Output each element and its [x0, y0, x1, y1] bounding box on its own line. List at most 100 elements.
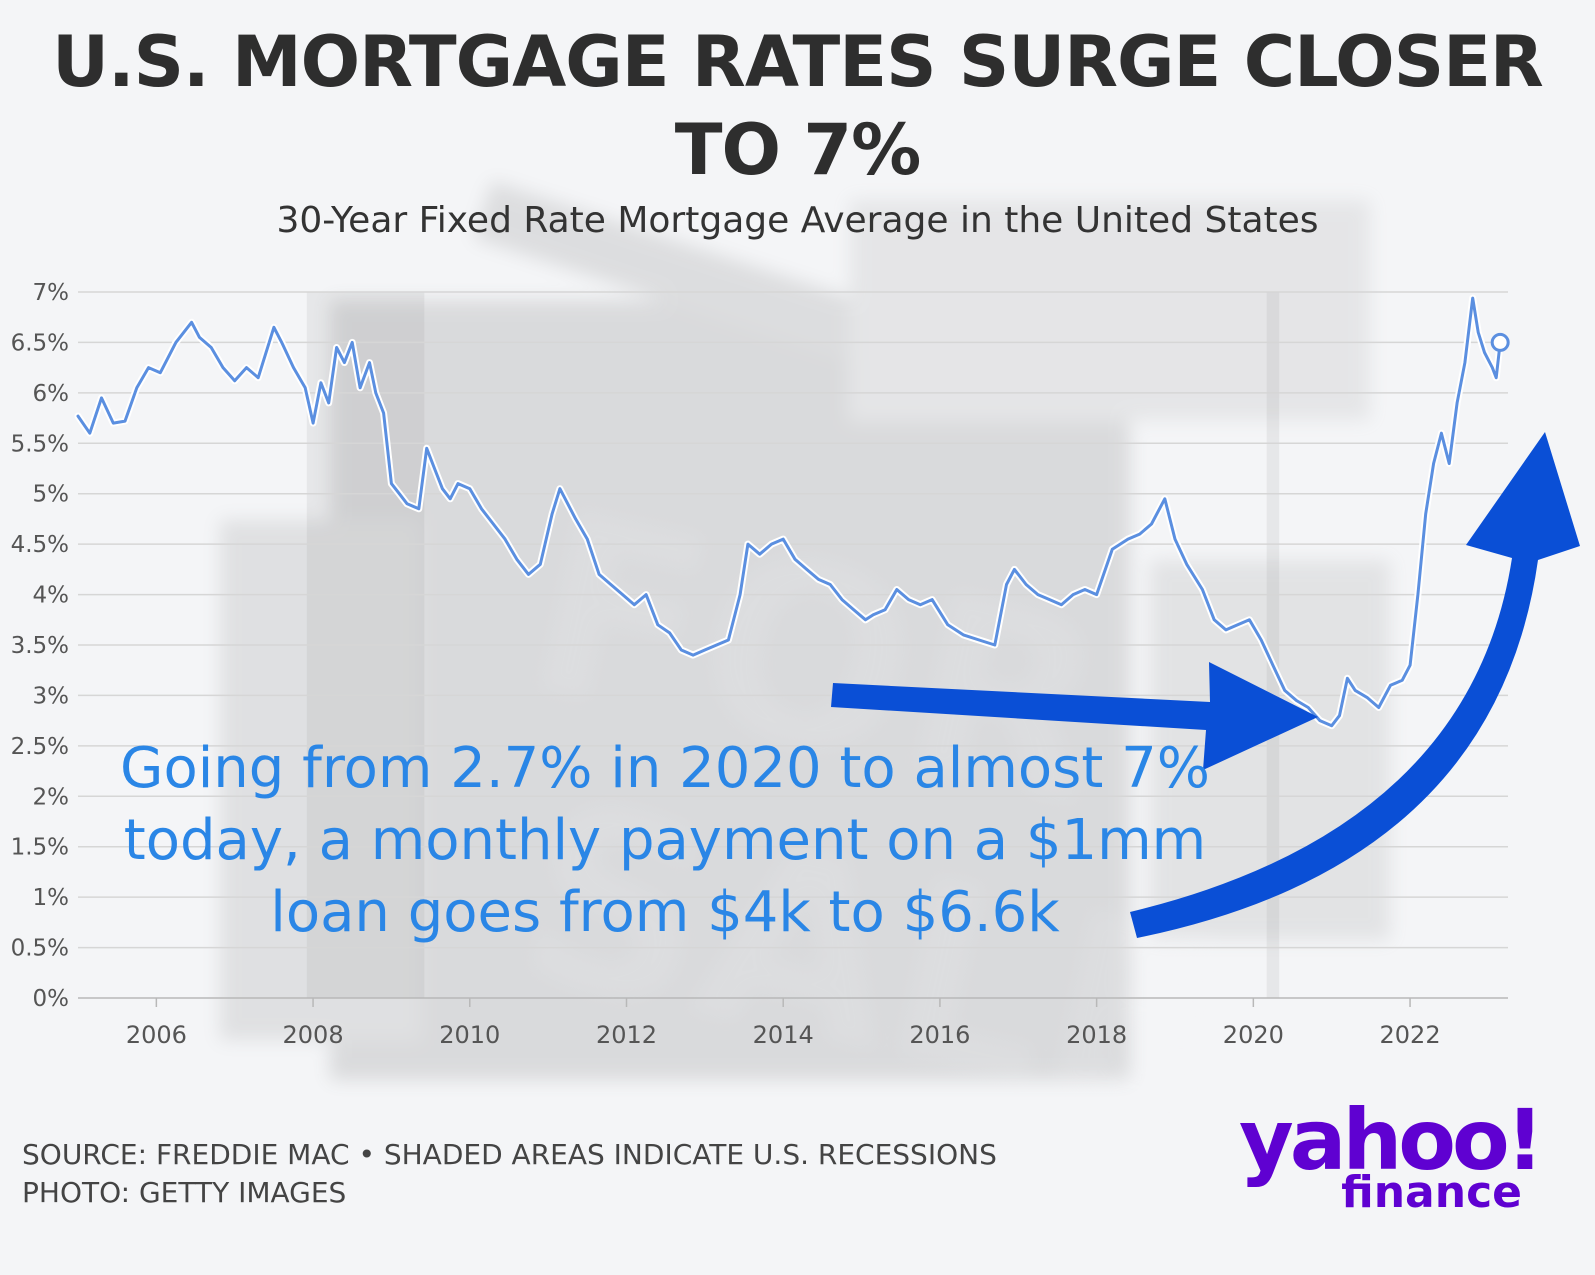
data-point: [280, 341, 283, 344]
y-tick-label: 2.5%: [11, 734, 69, 760]
yahoo-finance-logo: yahoo! finance: [1239, 1091, 1570, 1228]
data-point: [515, 558, 518, 561]
data-point: [1163, 497, 1167, 500]
x-tick-label: 2008: [283, 1021, 344, 1049]
data-point: [727, 638, 730, 642]
data-point: [1477, 331, 1480, 334]
data-point: [210, 346, 213, 349]
data-point: [1095, 593, 1098, 596]
data-point: [304, 386, 307, 390]
y-tick-label: 6.5%: [11, 330, 69, 356]
data-point: [1224, 628, 1228, 632]
y-tick-label: 7%: [33, 280, 70, 306]
data-point: [374, 391, 377, 395]
data-point: [1111, 547, 1114, 551]
data-point: [895, 588, 899, 591]
arrows: [831, 432, 1580, 938]
data-point: [864, 618, 867, 621]
data-point: [1365, 696, 1369, 699]
x-tick-label: 2018: [1066, 1021, 1127, 1049]
data-point: [758, 553, 761, 556]
data-point: [656, 623, 660, 627]
y-tick-label: 3.5%: [11, 633, 69, 659]
data-point: [946, 623, 949, 627]
data-point: [1201, 588, 1204, 591]
data-point: [539, 563, 542, 566]
data-point: [1236, 623, 1239, 627]
data-point: [245, 366, 248, 369]
data-point: [221, 366, 225, 369]
data-point: [272, 326, 276, 329]
y-tick-label: 0%: [33, 986, 70, 1012]
data-point: [190, 321, 193, 324]
data-point: [883, 608, 887, 611]
data-point: [1455, 401, 1459, 405]
data-point: [382, 411, 385, 415]
data-point: [417, 507, 421, 511]
data-point: [88, 432, 91, 435]
data-point: [1283, 689, 1286, 692]
data-point: [703, 648, 707, 652]
data-point: [1424, 512, 1427, 516]
data-point: [1138, 532, 1141, 536]
data-point: [586, 537, 589, 541]
data-point: [558, 487, 562, 490]
data-point: [503, 537, 507, 541]
data-point: [1248, 618, 1251, 621]
data-point: [738, 593, 742, 596]
data-point: [793, 558, 797, 561]
data-point: [368, 361, 371, 364]
annotation-line-1: Going from 2.7% in 2020 to almost 7%: [120, 736, 1210, 801]
logo-subtext: finance: [1341, 1167, 1522, 1218]
straight-arrow-icon: [831, 662, 1318, 770]
data-point: [398, 492, 401, 495]
data-point: [597, 573, 601, 576]
annotation-line-2: today, a monthly payment on a $1mm: [123, 808, 1207, 873]
data-point: [1338, 714, 1341, 717]
data-point: [907, 598, 910, 601]
data-point: [1185, 563, 1188, 566]
data-point: [343, 361, 346, 364]
data-point: [1330, 724, 1333, 727]
data-point: [1013, 568, 1016, 571]
data-point: [1295, 699, 1298, 702]
data-point: [1083, 588, 1087, 591]
y-tick-label: 4.5%: [11, 532, 69, 558]
data-point: [480, 507, 483, 511]
data-point: [527, 573, 530, 576]
data-point: [468, 487, 471, 490]
data-point: [746, 542, 750, 546]
page-title: U.S. MORTGAGE RATES SURGE CLOSER TO 7%: [0, 18, 1595, 194]
data-point: [433, 467, 436, 470]
data-point: [1036, 593, 1040, 596]
data-point: [1432, 462, 1435, 465]
data-point: [852, 608, 855, 611]
x-axis-ticks: 2006 2008 2010 2012 2014 2016 2018 2020 2022: [126, 998, 1441, 1049]
curved-arrow-icon: [1130, 432, 1580, 938]
logo-wordmark: yahoo!: [1239, 1091, 1544, 1189]
data-point: [1150, 522, 1153, 526]
data-point: [1259, 638, 1263, 642]
data-point: [425, 447, 428, 450]
data-point: [872, 613, 875, 616]
data-point: [919, 603, 922, 606]
y-tick-label: 4%: [33, 583, 70, 609]
data-point: [621, 593, 624, 596]
data-point: [390, 482, 393, 485]
chart-subtitle: 30-Year Fixed Rate Mortgage Average in t…: [276, 200, 1319, 241]
data-point: [311, 421, 315, 425]
y-tick-label: 6%: [33, 381, 70, 407]
data-point: [633, 603, 636, 606]
data-point: [1483, 351, 1486, 354]
data-point: [1408, 663, 1412, 667]
data-point: [840, 598, 844, 601]
data-point: [1271, 663, 1275, 667]
latest-point-marker: [1490, 332, 1510, 352]
data-point: [770, 542, 773, 546]
data-point: [448, 497, 452, 500]
data-point: [1448, 462, 1451, 465]
y-tick-label: 5.5%: [11, 431, 69, 457]
y-tick-label: 5%: [33, 482, 70, 508]
data-point: [351, 341, 354, 344]
